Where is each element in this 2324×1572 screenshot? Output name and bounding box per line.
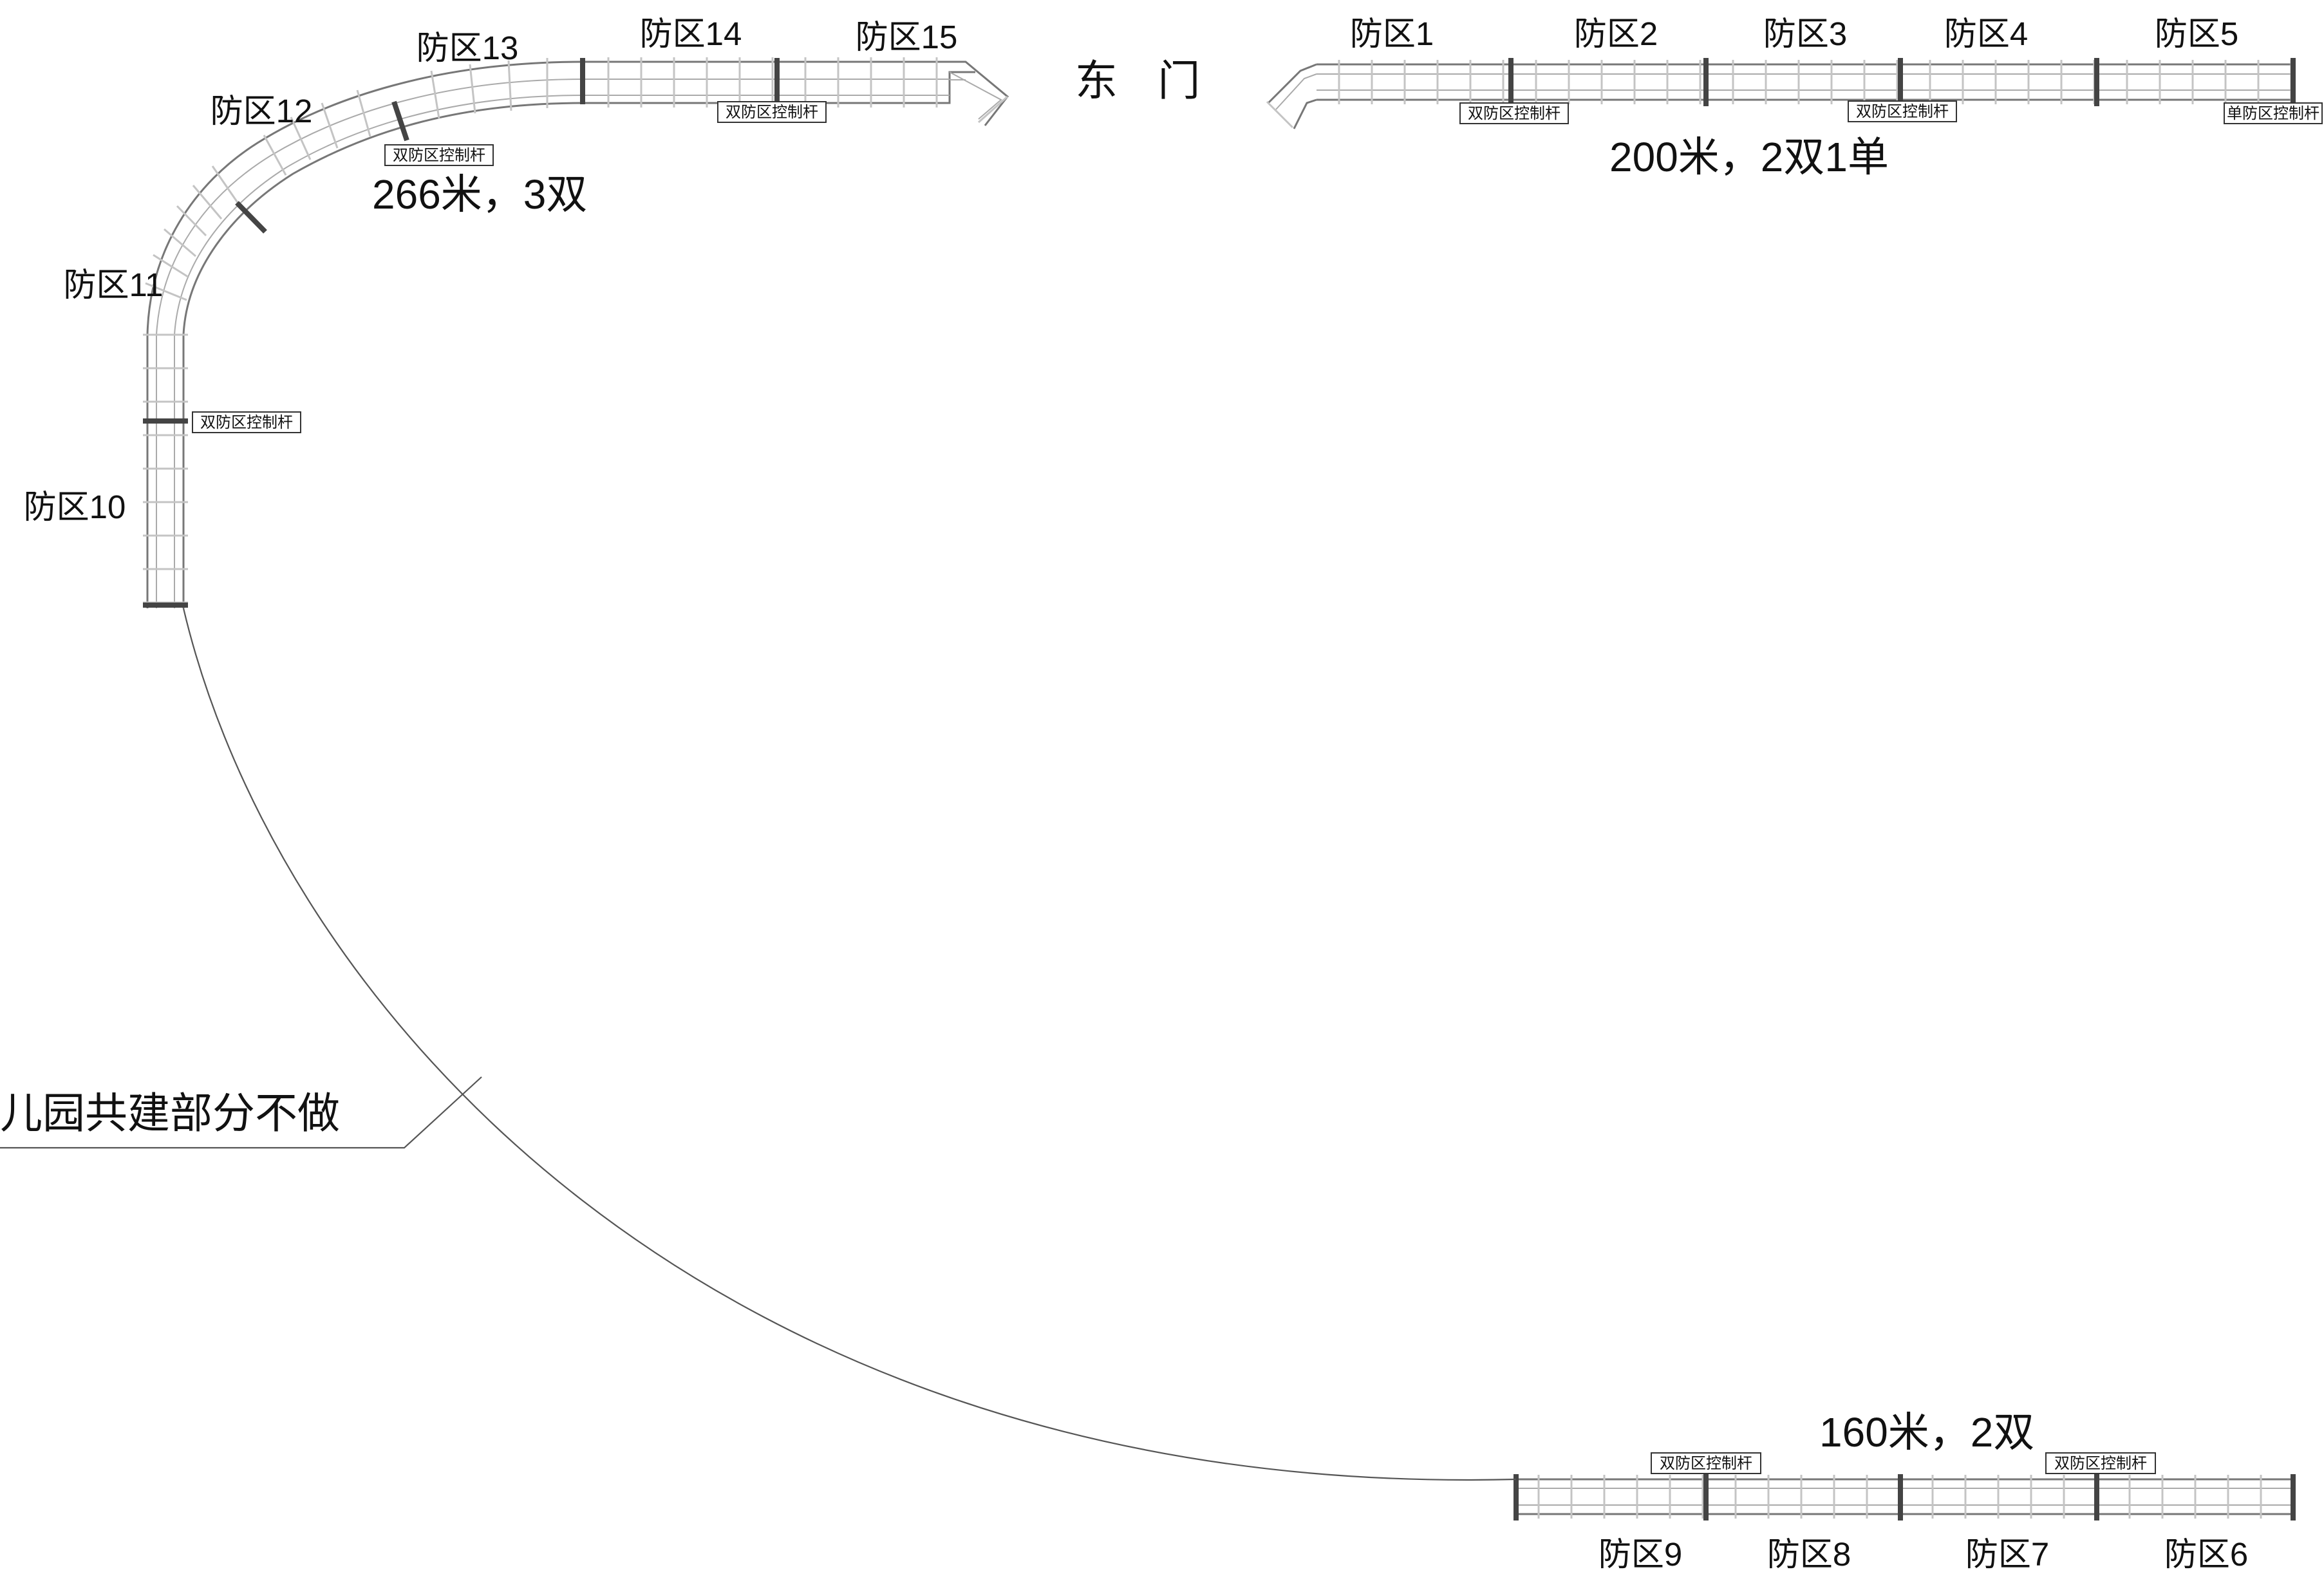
zone-label-2: 防区2 <box>1574 15 1658 52</box>
svg-text:双防区控制杆: 双防区控制杆 <box>2054 1455 2147 1472</box>
svg-text:双防区控制杆: 双防区控制杆 <box>393 147 485 164</box>
fence-post <box>321 102 339 149</box>
fence-post <box>145 282 187 301</box>
pole-tag: 双防区控制杆 <box>2045 1452 2156 1474</box>
kindergarten-boundary-arc <box>182 608 1517 1481</box>
zone-label-8: 防区8 <box>1767 1536 1851 1572</box>
fence-post <box>192 185 223 220</box>
fence-segment-south <box>1513 1474 2296 1521</box>
summary-northwest: 266米，3双 <box>372 171 587 218</box>
control-pole <box>235 201 267 234</box>
fence-posts <box>143 57 938 604</box>
fence-post <box>164 228 196 257</box>
zone-label-10: 防区10 <box>24 489 126 525</box>
zone-label-7: 防区7 <box>1965 1536 2049 1572</box>
fence-post <box>263 135 287 176</box>
pole-tag: 双防区控制杆 <box>1459 102 1569 124</box>
fence-post <box>290 117 312 160</box>
fence-post <box>153 254 189 278</box>
summary-south: 160米，2双 <box>1819 1409 2034 1455</box>
fence-post <box>507 60 512 111</box>
fence-post <box>469 64 476 114</box>
fence-post <box>356 89 371 137</box>
pole-tag: 单防区控制杆 <box>2224 102 2323 124</box>
zone-label-11: 防区11 <box>64 267 164 303</box>
zone-label-12: 防区12 <box>211 93 313 129</box>
pole-tag: 双防区控制杆 <box>384 144 494 166</box>
note-leader-line <box>0 1076 482 1149</box>
zone-label-4: 防区4 <box>1944 15 2028 52</box>
zone-label-15: 防区15 <box>856 19 958 55</box>
svg-text:双防区控制杆: 双防区控制杆 <box>200 414 293 431</box>
fence-posts <box>1537 1475 2262 1519</box>
fence-segment-northeast <box>1266 58 2296 129</box>
fence-posts <box>1338 60 2292 104</box>
summary-northeast: 200米，2双1单 <box>1609 134 1889 180</box>
zone-label-5: 防区5 <box>2155 15 2238 52</box>
pole-tag: 双防区控制杆 <box>192 411 301 433</box>
svg-text:双防区控制杆: 双防区控制杆 <box>1468 105 1560 122</box>
zone-label-14: 防区14 <box>640 15 742 52</box>
svg-text:双防区控制杆: 双防区控制杆 <box>1856 103 1949 120</box>
zone-label-13: 防区13 <box>417 30 519 66</box>
fence-post <box>176 205 207 237</box>
zone-label-1: 防区1 <box>1350 15 1434 52</box>
zone-label-6: 防区6 <box>2164 1536 2248 1572</box>
control-pole <box>391 100 409 142</box>
note-kindergarten: 儿园共建部分不做 <box>0 1089 340 1137</box>
gate-label: 东 门 <box>1075 57 1214 104</box>
svg-text:单防区控制杆: 单防区控制杆 <box>2227 105 2319 122</box>
pole-tag: 双防区控制杆 <box>1651 1452 1761 1474</box>
svg-text:双防区控制杆: 双防区控制杆 <box>726 104 818 121</box>
svg-text:双防区控制杆: 双防区控制杆 <box>1660 1455 1752 1472</box>
fence-segment-northwest <box>143 57 1009 608</box>
zone-label-9: 防区9 <box>1598 1536 1682 1572</box>
pole-tag: 双防区控制杆 <box>1848 100 1957 122</box>
fence-post <box>430 70 440 119</box>
zone-label-3: 防区3 <box>1763 15 1847 52</box>
fence-post <box>211 165 239 204</box>
pole-tag: 双防区控制杆 <box>717 101 827 123</box>
